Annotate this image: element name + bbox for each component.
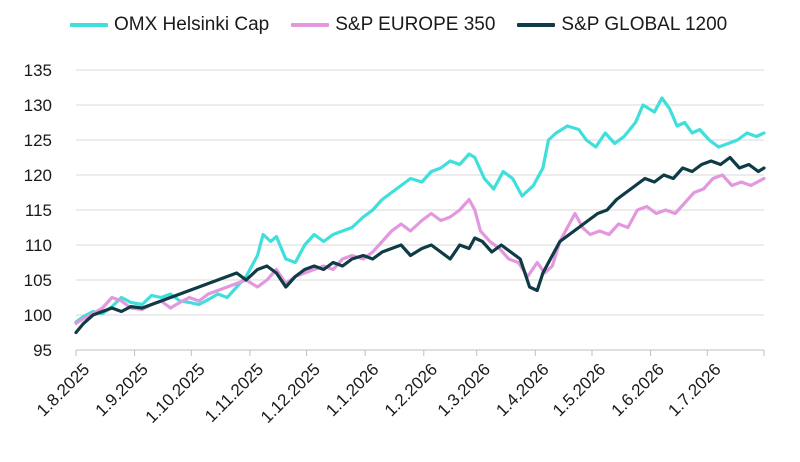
y-tick-label-110: 110 (25, 236, 52, 255)
legend-item-sp-global-1200: S&P GLOBAL 1200 (517, 14, 727, 36)
chart-legend: OMX Helsinki Cap S&P EUROPE 350 S&P GLOB… (70, 14, 727, 36)
y-tick-label-120: 120 (24, 166, 52, 185)
x-tick-7: 1.3.2026 (434, 360, 494, 420)
x-tick-label-9: 1.5.2026 (549, 360, 609, 420)
legend-item-omx-helsinki-cap: OMX Helsinki Cap (70, 14, 269, 36)
legend-label-sp-global-1200: S&P GLOBAL 1200 (561, 14, 728, 35)
gridlines (76, 69, 764, 316)
y-tick-label-105: 105 (24, 271, 52, 290)
y-tick-label-100: 100 (24, 306, 52, 325)
x-tick-8: 1.4.2026 (492, 360, 552, 420)
y-axis: 95 100 105 110 115 120 125 130 135 (24, 61, 52, 360)
y-tick-label-115: 115 (25, 201, 52, 220)
x-axis: 1.8.20251.9.20251.10.20251.11.20251.12.2… (33, 349, 765, 427)
x-tick-label-0: 1.8.2025 (33, 360, 93, 420)
x-tick-label-5: 1.1.2026 (322, 360, 382, 420)
x-tick-10: 1.6.2026 (608, 360, 668, 420)
legend-label-sp-europe-350: S&P EUROPE 350 (335, 14, 496, 35)
x-tick-label-8: 1.4.2026 (492, 360, 552, 420)
x-tick-0: 1.8.2025 (33, 360, 93, 420)
legend-swatch-sp-global-1200 (517, 23, 556, 27)
x-tick-label-11: 1.7.2026 (664, 360, 724, 420)
x-tick-label-3: 1.11.2025 (201, 360, 267, 426)
x-tick-11: 1.7.2026 (664, 360, 724, 420)
x-tick-4: 1.12.2025 (257, 360, 324, 427)
y-tick-label-95: 95 (33, 341, 52, 360)
x-tick-label-2: 1.10.2025 (142, 360, 209, 427)
x-tick-2: 1.10.2025 (142, 360, 209, 427)
x-tick-3: 1.11.2025 (201, 360, 267, 426)
legend-swatch-sp-europe-350 (291, 23, 330, 27)
x-tick-5: 1.1.2026 (322, 360, 382, 420)
x-tick-label-6: 1.2.2026 (381, 360, 441, 420)
legend-swatch-omx-helsinki-cap (70, 23, 108, 27)
series-line-sp-global-1200 (74, 155, 766, 335)
legend-item-sp-europe-350: S&P EUROPE 350 (291, 14, 495, 36)
legend-label-omx-helsinki-cap: OMX Helsinki Cap (114, 14, 270, 35)
x-tick-6: 1.2.2026 (381, 360, 441, 420)
y-tick-label-135: 135 (24, 61, 52, 80)
y-tick-label-125: 125 (24, 131, 52, 150)
x-tick-label-10: 1.6.2026 (608, 360, 668, 420)
y-tick-label-130: 130 (24, 96, 52, 115)
series-line-sp-europe-350 (74, 173, 766, 325)
series-lines (74, 96, 766, 335)
series-line-omx-helsinki-cap (74, 96, 766, 324)
x-tick-9: 1.5.2026 (549, 360, 609, 420)
x-tick-label-7: 1.3.2026 (434, 360, 494, 420)
x-tick-label-4: 1.12.2025 (257, 360, 324, 427)
